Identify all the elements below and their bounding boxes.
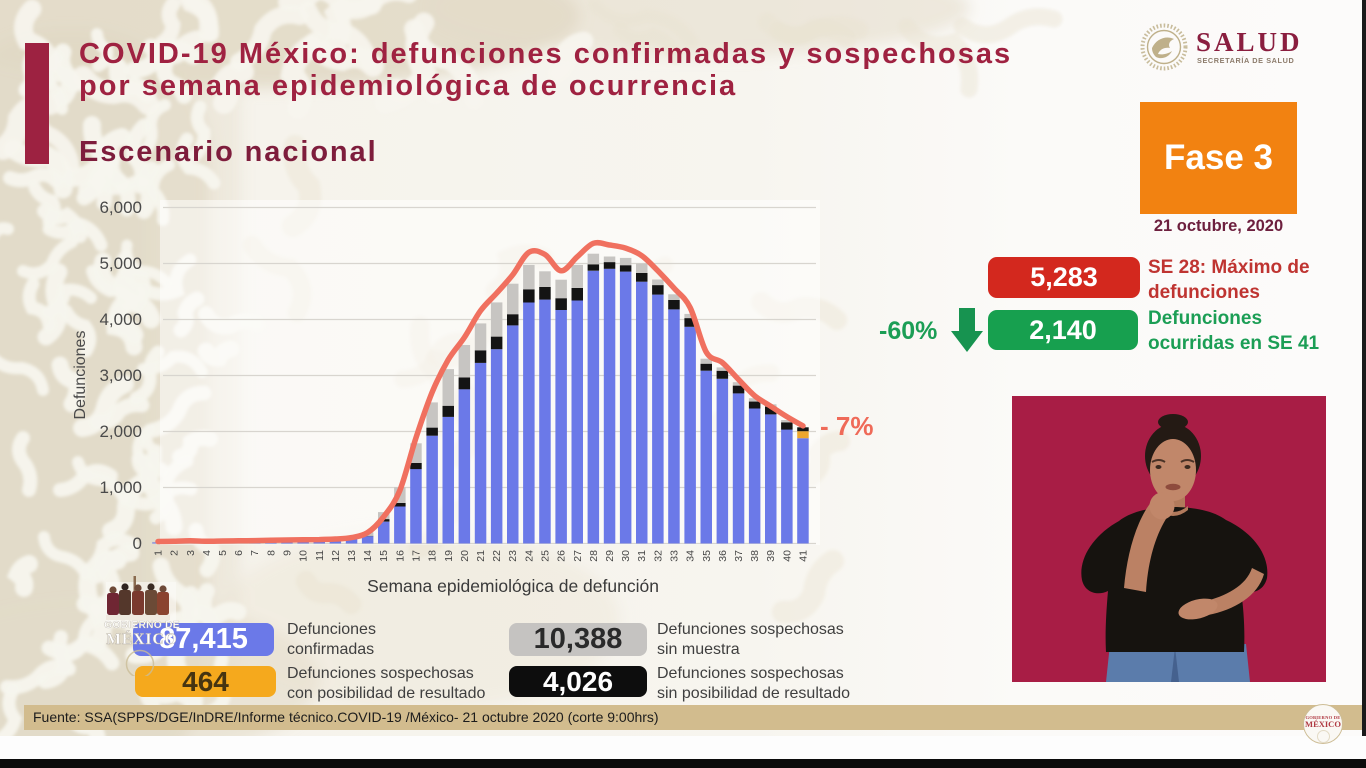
- svg-text:23: 23: [507, 550, 519, 562]
- svg-text:13: 13: [346, 550, 358, 562]
- svg-text:18: 18: [427, 550, 439, 562]
- svg-text:9: 9: [282, 550, 294, 556]
- svg-text:3,000: 3,000: [99, 366, 142, 385]
- svg-text:26: 26: [556, 550, 568, 562]
- svg-text:5: 5: [217, 550, 229, 556]
- svg-text:29: 29: [604, 550, 616, 562]
- svg-text:4,000: 4,000: [99, 310, 142, 329]
- svg-text:36: 36: [717, 550, 729, 562]
- svg-text:11: 11: [314, 550, 326, 561]
- svg-text:7: 7: [249, 550, 261, 556]
- svg-text:21: 21: [475, 550, 487, 562]
- svg-text:33: 33: [669, 550, 681, 562]
- svg-text:3: 3: [185, 550, 197, 556]
- svg-text:16: 16: [394, 550, 406, 562]
- svg-text:37: 37: [733, 550, 745, 562]
- svg-text:31: 31: [636, 550, 648, 562]
- svg-text:1: 1: [153, 550, 165, 556]
- svg-text:Defunciones: Defunciones: [72, 331, 89, 420]
- svg-text:5,000: 5,000: [99, 254, 142, 273]
- svg-text:1,000: 1,000: [99, 478, 142, 497]
- svg-text:2,000: 2,000: [99, 422, 142, 441]
- svg-text:22: 22: [491, 550, 503, 562]
- svg-text:24: 24: [523, 550, 535, 562]
- svg-text:6: 6: [233, 550, 245, 556]
- svg-text:32: 32: [652, 550, 664, 562]
- svg-text:GOBIERNO DE: GOBIERNO DE: [104, 620, 180, 631]
- svg-text:35: 35: [701, 550, 713, 562]
- svg-text:12: 12: [330, 550, 342, 562]
- svg-text:15: 15: [378, 550, 390, 562]
- svg-text:34: 34: [685, 550, 697, 562]
- svg-text:40: 40: [781, 550, 793, 562]
- svg-text:10: 10: [298, 550, 310, 562]
- svg-text:19: 19: [443, 550, 455, 562]
- svg-text:4: 4: [201, 550, 213, 556]
- svg-text:41: 41: [798, 550, 810, 562]
- svg-text:28: 28: [588, 550, 600, 562]
- svg-text:25: 25: [540, 550, 552, 562]
- svg-text:39: 39: [765, 550, 777, 562]
- svg-text:17: 17: [411, 550, 423, 562]
- svg-text:0: 0: [133, 534, 142, 553]
- svg-text:38: 38: [749, 550, 761, 562]
- svg-text:20: 20: [459, 550, 471, 562]
- svg-text:30: 30: [620, 550, 632, 562]
- svg-text:14: 14: [362, 550, 374, 562]
- svg-text:2: 2: [169, 550, 181, 556]
- svg-text:8: 8: [265, 550, 277, 556]
- svg-text:MÉXICO: MÉXICO: [106, 631, 177, 648]
- svg-text:27: 27: [572, 550, 584, 562]
- svg-text:Semana epidemiológica de defun: Semana epidemiológica de defunción: [367, 576, 659, 596]
- svg-text:6,000: 6,000: [99, 198, 142, 217]
